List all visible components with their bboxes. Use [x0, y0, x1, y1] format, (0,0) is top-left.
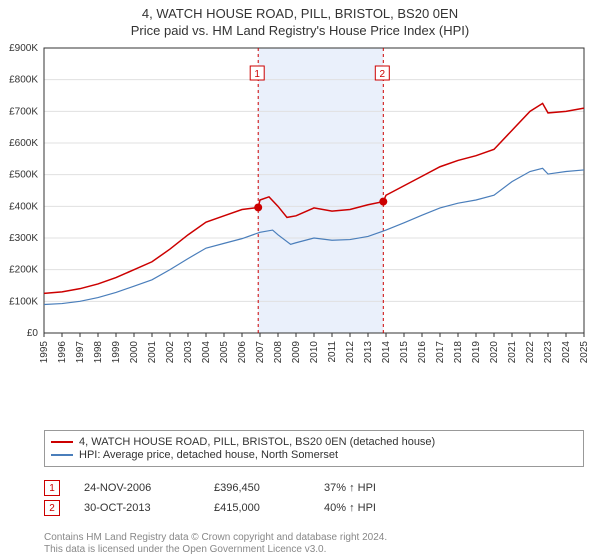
- svg-text:2017: 2017: [435, 341, 446, 364]
- svg-text:2012: 2012: [345, 341, 356, 364]
- sale-hpi-delta: 40% ↑ HPI: [324, 502, 424, 514]
- svg-text:2016: 2016: [417, 341, 428, 364]
- svg-text:2014: 2014: [381, 341, 392, 364]
- sale-date: 30-OCT-2013: [84, 502, 214, 514]
- svg-text:1995: 1995: [39, 341, 50, 364]
- svg-text:2015: 2015: [399, 341, 410, 364]
- price-chart: £0£100K£200K£300K£400K£500K£600K£700K£80…: [44, 48, 584, 378]
- svg-text:1: 1: [254, 69, 260, 80]
- svg-text:2023: 2023: [543, 341, 554, 364]
- svg-text:2007: 2007: [255, 341, 266, 364]
- footer-line2: This data is licensed under the Open Gov…: [44, 544, 387, 556]
- svg-text:2003: 2003: [183, 341, 194, 364]
- svg-text:£800K: £800K: [9, 75, 38, 86]
- svg-text:2018: 2018: [453, 341, 464, 364]
- svg-text:2002: 2002: [165, 341, 176, 364]
- sales-table: 1 24-NOV-2006£396,45037% ↑ HPI 2 30-OCT-201…: [44, 476, 584, 520]
- sale-marker: 1: [44, 480, 60, 496]
- footer-line1: Contains HM Land Registry data © Crown c…: [44, 532, 387, 544]
- sale-row: 1 24-NOV-2006£396,45037% ↑ HPI: [44, 480, 584, 496]
- svg-text:1999: 1999: [111, 341, 122, 364]
- legend-label: HPI: Average price, detached house, Nort…: [79, 449, 338, 461]
- sale-marker: 2: [44, 500, 60, 516]
- sale-row: 2 30-OCT-2013£415,00040% ↑ HPI: [44, 500, 584, 516]
- legend: 4, WATCH HOUSE ROAD, PILL, BRISTOL, BS20…: [44, 430, 584, 467]
- svg-text:2021: 2021: [507, 341, 518, 364]
- svg-text:2013: 2013: [363, 341, 374, 364]
- svg-text:£0: £0: [27, 328, 39, 339]
- svg-text:£100K: £100K: [9, 296, 38, 307]
- svg-text:2010: 2010: [309, 341, 320, 364]
- svg-text:2009: 2009: [291, 341, 302, 364]
- svg-text:2001: 2001: [147, 341, 158, 364]
- page-root: 4, WATCH HOUSE ROAD, PILL, BRISTOL, BS20…: [0, 0, 600, 560]
- svg-text:2019: 2019: [471, 341, 482, 364]
- sale-price: £415,000: [214, 502, 324, 514]
- svg-text:2006: 2006: [237, 341, 248, 364]
- svg-text:2008: 2008: [273, 341, 284, 364]
- legend-swatch: [51, 441, 73, 443]
- svg-text:1997: 1997: [75, 341, 86, 364]
- title-subtitle: Price paid vs. HM Land Registry's House …: [0, 23, 600, 38]
- sale-date: 24-NOV-2006: [84, 482, 214, 494]
- svg-text:2022: 2022: [525, 341, 536, 364]
- sale-price: £396,450: [214, 482, 324, 494]
- chart-title-block: 4, WATCH HOUSE ROAD, PILL, BRISTOL, BS20…: [0, 0, 600, 38]
- svg-text:£900K: £900K: [9, 43, 38, 54]
- svg-text:1996: 1996: [57, 341, 68, 364]
- svg-text:1998: 1998: [93, 341, 104, 364]
- svg-text:2024: 2024: [561, 341, 572, 364]
- svg-text:£700K: £700K: [9, 106, 38, 117]
- svg-text:2020: 2020: [489, 341, 500, 364]
- svg-text:2025: 2025: [579, 341, 590, 364]
- svg-text:2000: 2000: [129, 341, 140, 364]
- footer-attribution: Contains HM Land Registry data © Crown c…: [44, 532, 387, 556]
- legend-item: HPI: Average price, detached house, Nort…: [51, 449, 577, 461]
- svg-text:£300K: £300K: [9, 233, 38, 244]
- svg-text:2011: 2011: [327, 341, 338, 363]
- svg-text:£600K: £600K: [9, 138, 38, 149]
- svg-text:2: 2: [380, 69, 386, 80]
- svg-text:£500K: £500K: [9, 170, 38, 181]
- svg-text:£200K: £200K: [9, 265, 38, 276]
- svg-text:2005: 2005: [219, 341, 230, 364]
- legend-item: 4, WATCH HOUSE ROAD, PILL, BRISTOL, BS20…: [51, 436, 577, 448]
- legend-swatch: [51, 454, 73, 456]
- title-address: 4, WATCH HOUSE ROAD, PILL, BRISTOL, BS20…: [0, 6, 600, 21]
- legend-label: 4, WATCH HOUSE ROAD, PILL, BRISTOL, BS20…: [79, 436, 435, 448]
- svg-text:£400K: £400K: [9, 201, 38, 212]
- svg-text:2004: 2004: [201, 341, 212, 364]
- sale-hpi-delta: 37% ↑ HPI: [324, 482, 424, 494]
